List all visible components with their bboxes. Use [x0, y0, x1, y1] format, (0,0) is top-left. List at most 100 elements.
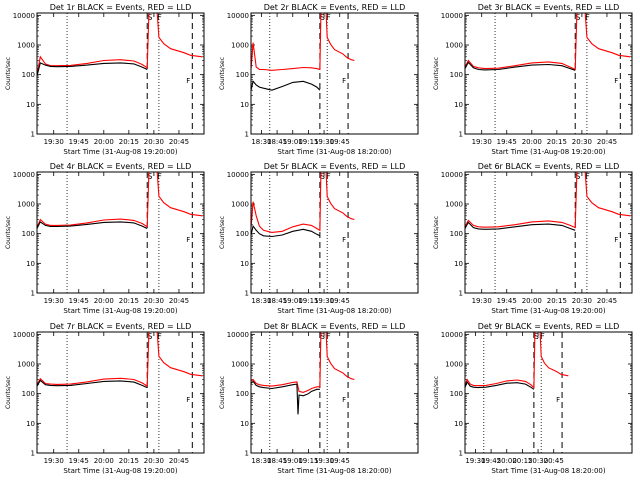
y-tick-label: 10 — [454, 420, 463, 428]
s-marker: S — [320, 172, 325, 181]
y-axis-label: Counts/sec — [433, 57, 440, 90]
y-axis-label: Counts/sec — [219, 57, 226, 90]
panel-1: Det 1r BLACK = Events, RED = LLD Start Ti… — [5, 3, 205, 156]
y-tick-label: 1000 — [445, 42, 463, 50]
f-marker: F — [585, 13, 590, 22]
x-tick-label: 20:30 — [572, 138, 592, 146]
panel-title: Det 1r BLACK = Events, RED = LLD — [50, 3, 192, 12]
y-tick-label: 1000 — [445, 201, 463, 209]
y-tick-label: 1 — [459, 450, 463, 458]
x-axis-label: Start Time (31-Aug-08 19:20:00) — [63, 467, 177, 475]
x-axis-label: Start Time (31-Aug-08 18:20:00) — [491, 467, 605, 475]
x-axis-label: Start Time (31-Aug-08 18:20:00) — [277, 467, 391, 475]
s-marker: S — [320, 13, 325, 22]
red-lld-series — [464, 171, 631, 229]
y-tick-label: 1000 — [17, 201, 35, 209]
x-tick-label: 20:45 — [597, 138, 617, 146]
x-tick-label: 19:45 — [497, 297, 517, 305]
y-tick-label: 1000 — [231, 201, 249, 209]
y-tick-label: 10000 — [441, 171, 463, 179]
f-marker: F — [585, 172, 590, 181]
x-tick-label: 20:30 — [144, 297, 164, 305]
panel-title: Det 6r BLACK = Events, RED = LLD — [478, 162, 620, 171]
x-tick-label: 19:15 — [298, 297, 318, 305]
panel-4: Det 4r BLACK = Events, RED = LLD Start Ti… — [5, 162, 205, 315]
y-tick-label: 100 — [450, 71, 463, 79]
y-tick-label: 10000 — [13, 171, 35, 179]
plot-frame — [36, 331, 205, 454]
y-axis-label: Counts/sec — [5, 376, 12, 409]
x-axis-label: Start Time (31-Aug-08 19:20:00) — [63, 307, 177, 315]
x-tick-label: 19:30 — [314, 297, 334, 305]
s-marker: S — [534, 332, 539, 341]
x-tick-label: 19:30 — [44, 138, 64, 146]
x-tick-label: 19:30 — [314, 138, 334, 146]
plot-frame — [36, 171, 205, 294]
y-tick-label: 1000 — [17, 361, 35, 369]
f-marker-low: F — [186, 236, 190, 244]
x-tick-label: 20:15 — [119, 138, 139, 146]
black-events-series — [36, 379, 148, 389]
panel-5: Det 5r BLACK = Events, RED = LLD Start Ti… — [219, 162, 419, 315]
black-events-series — [464, 61, 576, 71]
x-tick-label: 19:00 — [283, 457, 303, 465]
f-marker-low: F — [614, 77, 618, 85]
x-tick-label: 19:15 — [298, 138, 318, 146]
plot-frame — [36, 12, 205, 135]
f-marker: F — [326, 332, 331, 341]
y-tick-label: 10000 — [227, 331, 249, 339]
x-tick-label: 19:30 — [314, 457, 334, 465]
x-tick-label: 20:00 — [94, 138, 114, 146]
s-marker: S — [320, 332, 325, 341]
f-marker-low: F — [342, 396, 346, 404]
y-tick-label: 10000 — [227, 12, 249, 20]
x-tick-label: 20:30 — [144, 138, 164, 146]
x-axis-label: Start Time (31-Aug-08 18:20:00) — [277, 307, 391, 315]
y-tick-label: 10 — [240, 420, 249, 428]
plot-frame — [464, 331, 633, 454]
y-tick-label: 1 — [245, 290, 249, 298]
y-axis-label: Counts/sec — [219, 216, 226, 249]
x-tick-label: 20:30 — [528, 457, 548, 465]
x-tick-label: 20:00 — [94, 457, 114, 465]
red-lld-series — [464, 12, 631, 71]
x-tick-label: 19:45 — [497, 138, 517, 146]
y-tick-label: 10 — [26, 420, 35, 428]
black-events-series — [464, 380, 535, 390]
x-tick-label: 19:45 — [330, 297, 350, 305]
x-tick-label: 20:45 — [169, 457, 189, 465]
y-tick-label: 10000 — [13, 331, 35, 339]
s-marker: S — [575, 172, 580, 181]
y-tick-label: 100 — [450, 230, 463, 238]
x-tick-label: 20:15 — [512, 457, 532, 465]
x-tick-label: 20:00 — [522, 297, 542, 305]
x-axis-label: Start Time (31-Aug-08 19:20:00) — [491, 148, 605, 156]
y-tick-label: 1000 — [17, 42, 35, 50]
y-tick-label: 10 — [26, 101, 35, 109]
panel-title: Det 8r BLACK = Events, RED = LLD — [264, 322, 406, 331]
y-tick-label: 1 — [245, 131, 249, 139]
y-tick-label: 100 — [236, 230, 249, 238]
red-lld-series — [464, 331, 569, 389]
x-tick-label: 20:15 — [547, 297, 567, 305]
x-tick-label: 20:15 — [119, 297, 139, 305]
x-tick-label: 20:00 — [94, 297, 114, 305]
x-tick-label: 19:45 — [330, 138, 350, 146]
y-tick-label: 100 — [22, 71, 35, 79]
panel-title: Det 4r BLACK = Events, RED = LLD — [50, 162, 192, 171]
x-tick-label: 20:45 — [544, 457, 564, 465]
panel-2: Det 2r BLACK = Events, RED = LLD Start Ti… — [219, 3, 419, 156]
y-tick-label: 1 — [245, 450, 249, 458]
panel-title: Det 5r BLACK = Events, RED = LLD — [264, 162, 406, 171]
x-tick-label: 18:45 — [267, 457, 287, 465]
x-tick-label: 20:45 — [169, 297, 189, 305]
x-tick-label: 20:00 — [497, 457, 517, 465]
y-tick-label: 1 — [459, 290, 463, 298]
red-lld-series — [36, 331, 203, 388]
red-lld-series — [250, 331, 355, 393]
y-tick-label: 10 — [454, 260, 463, 268]
s-marker: S — [147, 13, 152, 22]
x-tick-label: 19:15 — [298, 457, 318, 465]
panel-title: Det 7r BLACK = Events, RED = LLD — [50, 322, 192, 331]
